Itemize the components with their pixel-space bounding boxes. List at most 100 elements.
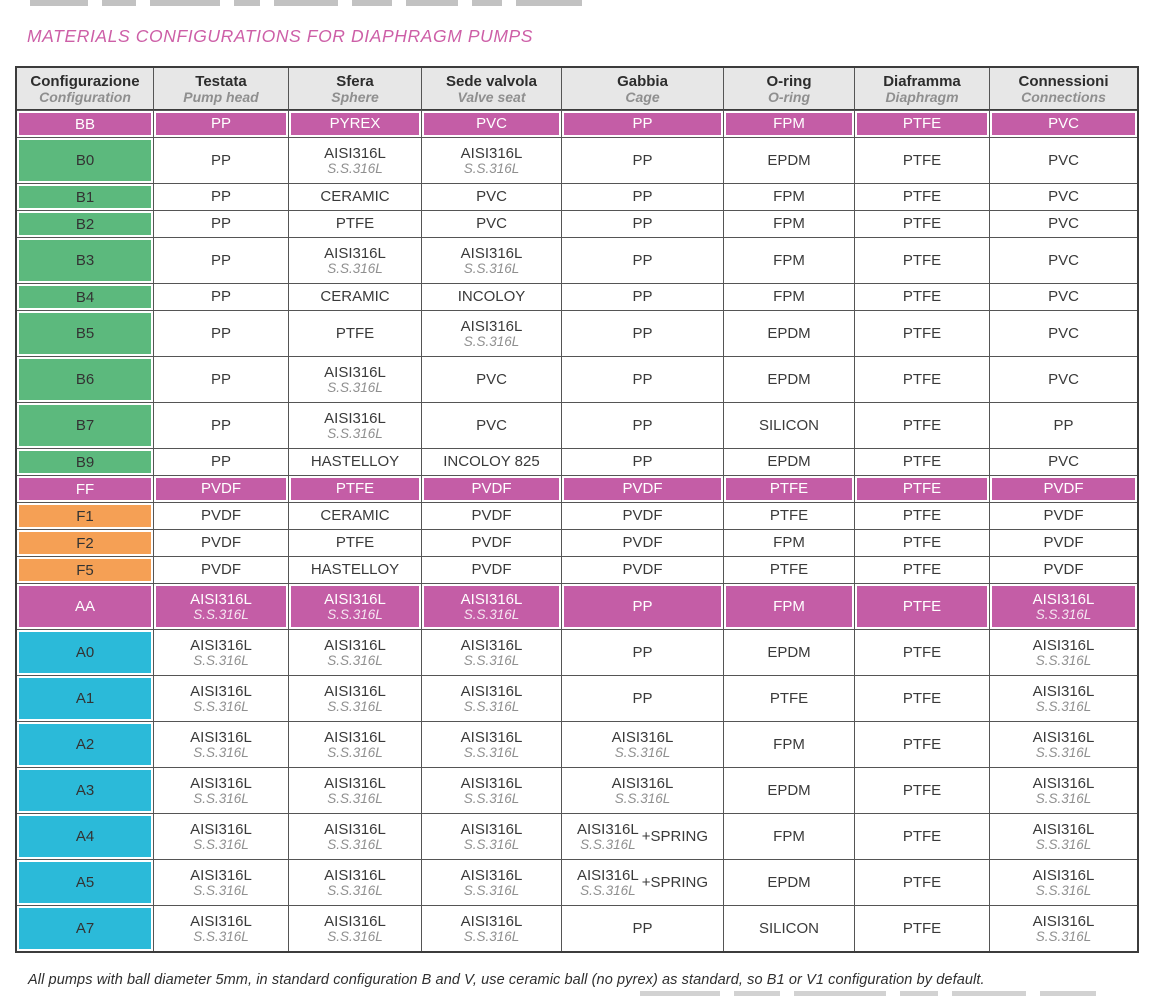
- table-row: FF PVDF PTFE PVDF PVDF PTFE PTFE PVDF: [17, 475, 1137, 502]
- group-chip: AISI316L S.S.316L: [424, 586, 559, 627]
- material-cell: PP: [562, 237, 724, 283]
- config-code: A1: [75, 690, 95, 707]
- material-name: PTFE: [902, 781, 942, 799]
- table-row: F5 PVDF HASTELLOY PVDF PVDF PTFE PTFE PVDF: [17, 556, 1137, 583]
- material-name: PP: [210, 151, 231, 169]
- material-cell: PVC: [990, 448, 1137, 475]
- material-name: PP: [210, 324, 231, 342]
- material-name: EPDM: [767, 151, 811, 169]
- column-header: Sede valvola Valve seat: [422, 68, 562, 110]
- material-name: PTFE: [902, 735, 942, 753]
- material-name: INCOLOY: [457, 288, 526, 305]
- material-name: AISI316L: [460, 866, 523, 884]
- config-cell: F1: [17, 502, 154, 529]
- material-cell: AISI316L S.S.316L: [289, 629, 422, 675]
- material-cell: PTFE: [289, 210, 422, 237]
- config-code: B5: [75, 325, 95, 342]
- material-cell: AISI316L S.S.316L: [154, 629, 289, 675]
- config-code: B0: [75, 152, 95, 169]
- material-name: AISI316L: [324, 682, 386, 700]
- material-cell: FPM: [724, 210, 855, 237]
- material-cell: PP: [562, 110, 724, 137]
- material-name: PVC: [1048, 324, 1079, 342]
- table-row: AA AISI316L S.S.316L AISI316L S.S.316L AISI31…: [17, 583, 1137, 629]
- material-name: AISI316L: [1032, 728, 1095, 746]
- group-chip: PTFE: [857, 586, 987, 627]
- material-cell: AISI316L S.S.316L: [990, 767, 1137, 813]
- material-name: PVDF: [622, 480, 663, 497]
- group-chip: PP: [564, 586, 721, 627]
- material-cell: AISI316L S.S.316L: [289, 813, 422, 859]
- material-alt-name: S.S.316L: [463, 160, 520, 176]
- material-cell: PVDF: [562, 502, 724, 529]
- material-cell: PTFE: [855, 675, 990, 721]
- material-cell: PTFE: [724, 502, 855, 529]
- material-alt-name: S.S.316L: [327, 790, 383, 806]
- material-name: PP: [632, 188, 653, 205]
- material-name: PTFE: [769, 689, 809, 707]
- material-name: AISI316L: [1032, 774, 1095, 792]
- material-cell: PTFE: [855, 402, 990, 448]
- material-cell: PVC: [422, 183, 562, 210]
- page-title: MATERIALS CONFIGURATIONS FOR DIAPHRAGM P…: [27, 26, 534, 46]
- config-cell: A1: [17, 675, 154, 721]
- group-chip: PP: [156, 113, 286, 135]
- group-chip: PVC: [424, 113, 559, 135]
- group-chip: FPM: [726, 586, 852, 627]
- material-cell: EPDM: [724, 137, 855, 183]
- material-alt-name: S.S.316L: [580, 836, 636, 852]
- material-cell: AISI316L S.S.316L: [990, 859, 1137, 905]
- material-cell: PVDF: [154, 556, 289, 583]
- material-cell: PVC: [990, 183, 1137, 210]
- material-cell: PTFE: [855, 502, 990, 529]
- table-row: A3 AISI316L S.S.316L AISI316L S.S.316L AISI31…: [17, 767, 1137, 813]
- material-name: PP: [210, 416, 231, 434]
- material-cell: EPDM: [724, 767, 855, 813]
- material-cell: PP: [562, 356, 724, 402]
- config-code: F5: [76, 561, 94, 579]
- material-cell: SILICON: [724, 402, 855, 448]
- material-cell: PVC: [422, 110, 562, 137]
- config-chip: B7: [19, 405, 151, 446]
- table-row: A0 AISI316L S.S.316L AISI316L S.S.316L AISI31…: [17, 629, 1137, 675]
- material-cell: PVC: [990, 110, 1137, 137]
- material-alt-name: S.S.316L: [193, 836, 249, 852]
- material-name: AISI316L: [460, 728, 523, 746]
- config-chip: B1: [19, 186, 151, 208]
- table-row: B7 PP AISI316L S.S.316L PVC PP SILICON PTFE PP: [17, 402, 1137, 448]
- material-alt-name: S.S.316L: [1035, 698, 1092, 714]
- cropped-bottom-text-fragment: [640, 991, 1096, 996]
- material-cell: PTFE: [855, 629, 990, 675]
- material-name: FPM: [773, 735, 805, 753]
- material-name: PTFE: [902, 561, 942, 578]
- material-cell: PVDF: [990, 475, 1137, 502]
- table-row: BB PP PYREX PVC PP FPM PTFE PVC: [17, 110, 1137, 137]
- config-cell: FF: [17, 475, 154, 502]
- material-cell: PTFE: [855, 529, 990, 556]
- material-cell: PVDF: [990, 556, 1137, 583]
- column-header-italian: Testata: [195, 72, 247, 90]
- material-name: FPM: [773, 534, 805, 551]
- material-cell: CERAMIC: [289, 502, 422, 529]
- material-alt-name: S.S.316L: [327, 379, 383, 395]
- material-cell: PTFE: [855, 210, 990, 237]
- table-header: Configurazione Configuration Testata Pump h…: [17, 68, 1137, 110]
- material-cell: AISI316L S.S.316L: [154, 675, 289, 721]
- material-name: AISI316L: [324, 244, 386, 262]
- material-name: AISI316L: [611, 728, 674, 746]
- material-alt-name: S.S.316L: [1035, 928, 1092, 944]
- material-cell: FPM: [724, 721, 855, 767]
- material-cell: PVDF: [562, 529, 724, 556]
- config-cell: A3: [17, 767, 154, 813]
- group-chip: AISI316L S.S.316L: [156, 586, 286, 627]
- material-cell: PTFE: [289, 529, 422, 556]
- material-cell: SILICON: [724, 905, 855, 951]
- material-name: FPM: [773, 288, 805, 305]
- material-alt-name: S.S.316L: [193, 744, 249, 760]
- material-cell: AISI316L S.S.316L: [289, 237, 422, 283]
- material-name: AISI316L: [460, 912, 523, 930]
- material-cell: EPDM: [724, 448, 855, 475]
- material-cell: PVC: [990, 356, 1137, 402]
- config-chip: A0: [19, 632, 151, 673]
- column-header-english: Valve seat: [457, 88, 526, 105]
